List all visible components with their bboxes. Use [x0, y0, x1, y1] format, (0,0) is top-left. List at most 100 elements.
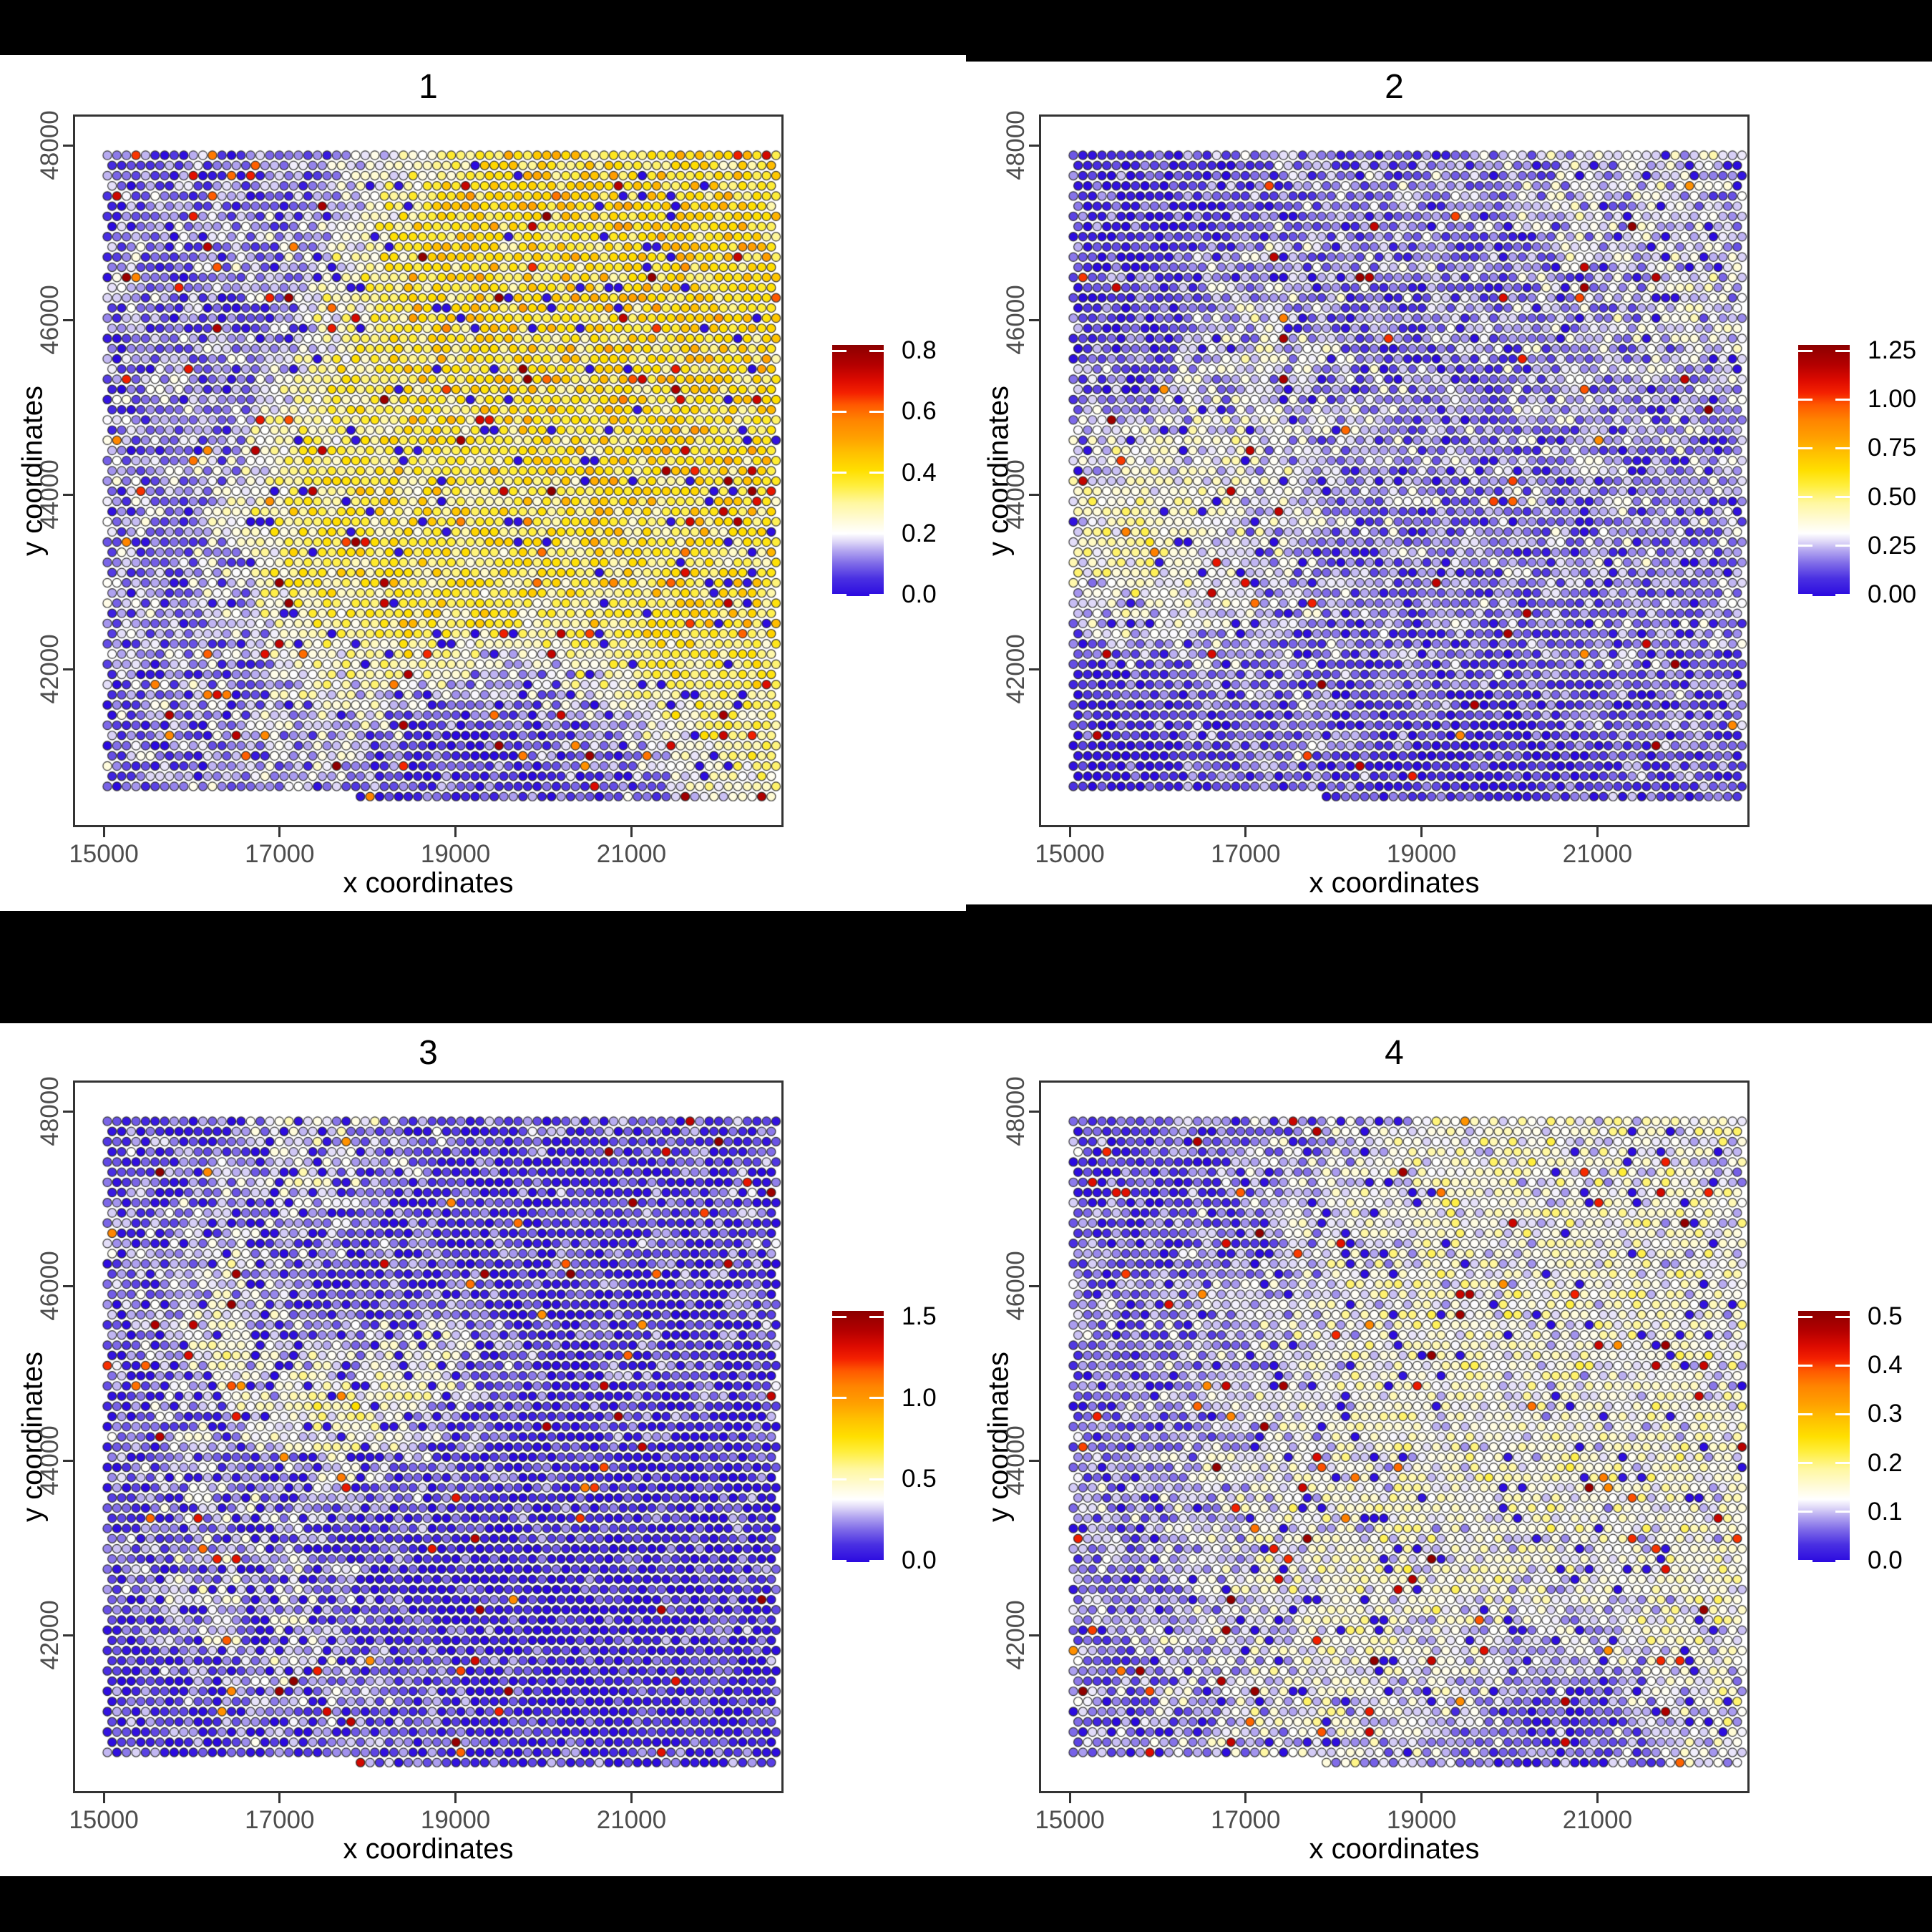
panel-3-colorbar-tick-mark: [869, 1478, 884, 1480]
panel-2-x-tick-mark: [1068, 827, 1071, 837]
panel-4-colorbar-tick-label: 0.2: [1868, 1448, 1903, 1477]
panel-1-y-tick-label: 42000: [36, 634, 64, 704]
panel-4-colorbar-tick-label: 0.3: [1868, 1400, 1903, 1428]
panel-2-colorbar-tick-label: 0.00: [1868, 580, 1917, 608]
panel-4-y-tick-label: 46000: [1002, 1251, 1030, 1321]
panel-2-x-tick-label: 19000: [1386, 840, 1457, 868]
panel-1-colorbar-tick-mark: [869, 472, 884, 474]
panel-3-colorbar-tick-mark: [869, 1559, 884, 1562]
panel-1-x-axis-title: x coordinates: [343, 867, 514, 899]
panel-4-x-tick-label: 19000: [1386, 1806, 1457, 1834]
panel-3-x-tick-label: 15000: [69, 1806, 139, 1834]
panel-3-x-tick-mark: [454, 1793, 457, 1803]
panel-2-colorbar-tick-mark: [1798, 593, 1813, 596]
panel-1-x-tick-label: 15000: [69, 840, 139, 868]
panel-1-colorbar-tick-mark: [832, 410, 847, 413]
panel-3-y-tick-mark: [63, 1284, 73, 1287]
panel-1-colorbar-tick-mark: [832, 532, 847, 535]
letterbox-bar-middle-left: [0, 911, 966, 1023]
panel-1-colorbar-tick-mark: [869, 349, 884, 352]
panel-1-y-tick-mark: [63, 318, 73, 321]
panel-2-spot-canvas: [1041, 117, 1747, 825]
panel-2-colorbar-tick-mark: [1798, 349, 1813, 352]
panel-1-y-tick-label: 44000: [36, 459, 64, 530]
panel-4-colorbar-tick-mark: [1798, 1559, 1813, 1562]
panel-3-plot-area: [73, 1080, 784, 1793]
panel-2-colorbar-tick-label: 0.75: [1868, 434, 1917, 462]
panel-3-colorbar-tick-mark: [869, 1397, 884, 1400]
panel-3-y-tick-label: 48000: [36, 1076, 64, 1146]
panel-4-plot-area: [1039, 1080, 1750, 1793]
panel-3-y-tick-label: 46000: [36, 1251, 64, 1321]
panel-4-colorbar: [1798, 1311, 1850, 1562]
panel-2-colorbar-tick-mark: [1835, 545, 1850, 547]
letterbox-bar-bottom: [0, 1876, 1932, 1932]
panel-3-colorbar-tick-mark: [832, 1397, 847, 1400]
letterbox-bar-top-left: [0, 0, 966, 55]
panel-2-colorbar-tick-mark: [1798, 398, 1813, 401]
panel-3-colorbar-tick-mark: [832, 1315, 847, 1318]
panel-1-spot-canvas: [75, 117, 781, 825]
panel-4-colorbar-tick-mark: [1835, 1315, 1850, 1318]
panel-1-x-tick-label: 19000: [420, 840, 491, 868]
panel-2-plot-area: [1039, 114, 1750, 827]
panel-1-colorbar-tick-label: 0.8: [902, 336, 937, 364]
panel-1-colorbar-tick-label: 0.4: [902, 458, 937, 487]
panel-1-colorbar: [832, 345, 884, 596]
panel-3-x-tick-mark: [278, 1793, 281, 1803]
panel-2-x-tick-label: 17000: [1211, 840, 1281, 868]
panel-2-y-tick-label: 46000: [1002, 285, 1030, 355]
panel-4-x-tick-label: 21000: [1562, 1806, 1633, 1834]
panel-2-y-tick-mark: [1029, 318, 1039, 321]
panel-1-colorbar-tick-label: 0.0: [902, 580, 937, 608]
panel-2-y-tick-label: 44000: [1002, 459, 1030, 530]
panel-2-y-tick-mark: [1029, 668, 1039, 670]
panel-3-colorbar-tick-label: 0.0: [902, 1546, 937, 1574]
panel-2-colorbar-tick-mark: [1798, 545, 1813, 547]
panel-2-x-tick-mark: [1420, 827, 1423, 837]
panel-3-colorbar-tick-mark: [832, 1478, 847, 1480]
panel-1-y-tick-label: 48000: [36, 110, 64, 180]
panel-4-colorbar-tick-mark: [1798, 1364, 1813, 1367]
panel-1-x-tick-mark: [454, 827, 457, 837]
panel-1-y-tick-mark: [63, 493, 73, 496]
panel-1-colorbar-tick-label: 0.6: [902, 397, 937, 426]
panel-1-plot-area: [73, 114, 784, 827]
panel-2-colorbar: [1798, 345, 1850, 596]
panel-2-colorbar-tick-mark: [1798, 496, 1813, 499]
panel-4-colorbar-tick-mark: [1798, 1413, 1813, 1415]
panel-2: 2 y coordinates x coordinates 15000 17000…: [966, 0, 1932, 966]
panel-1-colorbar-tick-mark: [869, 593, 884, 596]
panel-2-y-tick-mark: [1029, 493, 1039, 496]
panel-4-x-axis-title: x coordinates: [1309, 1833, 1480, 1865]
panel-4: 4 y coordinates x coordinates 15000 17000…: [966, 966, 1932, 1932]
panel-3-colorbar-tick-mark: [832, 1559, 847, 1562]
panel-1: 1 y coordinates x coordinates 15000 17000…: [0, 0, 966, 966]
panel-1-colorbar-tick-mark: [832, 349, 847, 352]
panel-3-x-tick-label: 21000: [596, 1806, 667, 1834]
panel-1-colorbar-tick-mark: [869, 410, 884, 413]
panel-1-x-tick-mark: [278, 827, 281, 837]
letterbox-bar-middle-right: [966, 904, 1932, 1023]
panel-1-x-tick-label: 21000: [596, 840, 667, 868]
panel-3-y-tick-label: 44000: [36, 1425, 64, 1496]
panel-2-x-tick-mark: [1244, 827, 1247, 837]
panel-1-x-tick-mark: [102, 827, 105, 837]
panel-2-colorbar-tick-mark: [1835, 398, 1850, 401]
panel-1-colorbar-tick-mark: [832, 472, 847, 474]
panel-2-y-tick-label: 48000: [1002, 110, 1030, 180]
panel-4-y-tick-mark: [1029, 1634, 1039, 1636]
panel-4-x-tick-mark: [1068, 1793, 1071, 1803]
panel-3-x-axis-title: x coordinates: [343, 1833, 514, 1865]
panel-1-title: 1: [419, 68, 438, 106]
panel-4-colorbar-tick-mark: [1835, 1511, 1850, 1513]
panel-4-y-tick-mark: [1029, 1459, 1039, 1462]
panel-2-colorbar-tick-mark: [1835, 593, 1850, 596]
panel-3-x-tick-mark: [630, 1793, 633, 1803]
panel-3-y-tick-mark: [63, 1110, 73, 1113]
panel-4-x-tick-mark: [1244, 1793, 1247, 1803]
letterbox-bar-top-right: [966, 0, 1932, 62]
panel-4-colorbar-tick-mark: [1835, 1559, 1850, 1562]
panel-3-title: 3: [419, 1034, 438, 1072]
panel-2-y-tick-label: 42000: [1002, 634, 1030, 704]
